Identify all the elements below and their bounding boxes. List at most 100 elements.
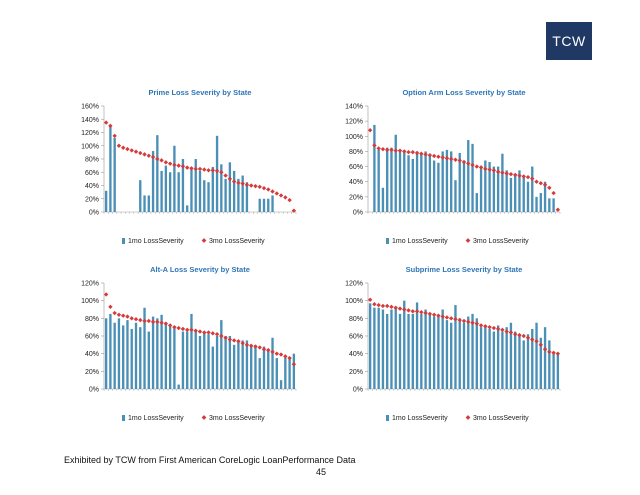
marker-3mo [385,147,390,153]
marker-3mo [227,337,233,342]
marker-3mo [431,153,437,159]
bar-1mo [130,328,133,389]
marker-3mo [116,143,122,148]
marker-3mo [453,317,458,322]
marker-3mo [372,143,377,148]
bar-1mo [437,316,440,389]
marker-3mo [291,362,297,367]
bar-1mo [147,331,150,389]
marker-3mo [517,332,522,338]
marker-3mo [129,316,134,321]
bar-1mo [258,358,261,389]
marker-3mo [155,319,160,325]
legend-label-3mo: 3mo LossSeverity [473,238,529,245]
y-tick-label: 120% [81,281,99,288]
marker-3mo [219,170,224,175]
marker-3mo [449,316,454,321]
bar-1mo [415,151,419,212]
bar-1mo [177,172,180,212]
marker-3mo [414,150,420,156]
marker-3mo [129,148,134,153]
bar-1mo [479,166,483,212]
bar-1mo [496,166,500,212]
marker-3mo [376,302,381,308]
marker-3mo [367,297,373,302]
bar-1mo [454,180,457,212]
marker-3mo [206,330,211,335]
bar-1mo [496,325,500,389]
marker-3mo [244,182,250,188]
bar-1mo [390,147,393,212]
bar-1mo [509,177,513,212]
marker-3mo [521,333,526,339]
marker-3mo [444,315,450,320]
marker-3mo [133,149,139,154]
y-tick-label: 80% [85,157,99,164]
marker-3mo [466,319,471,325]
marker-3mo [508,330,514,335]
y-tick-label: 60% [85,170,99,177]
y-tick-label: 120% [345,119,363,126]
marker-3mo [108,304,113,310]
marker-3mo [172,162,177,168]
bar-1mo [181,159,185,212]
marker-3mo [380,146,386,152]
marker-3mo [470,162,475,168]
bar-1mo [518,336,521,389]
bar-1mo [514,174,517,212]
marker-3mo [483,166,488,172]
bar-1mo [501,153,504,212]
bar-1mo [471,143,474,212]
bar-1mo [228,336,232,389]
marker-3mo [389,147,394,153]
bar-1mo [288,358,291,389]
bar-1mo [271,337,274,389]
marker-3mo [555,351,561,356]
bar-1mo [543,181,547,212]
bar-1mo [164,322,168,389]
bar-1mo [245,182,249,212]
y-tick-label: 140% [345,104,363,111]
marker-3mo [261,347,267,352]
marker-3mo [419,151,424,156]
marker-3mo [410,149,415,155]
bar-1mo [262,346,266,389]
marker-3mo [504,171,509,176]
bar-1mo [224,336,227,389]
bar-1mo [207,182,210,212]
y-tick-label: 100% [345,298,363,305]
bar-1mo [403,151,406,212]
marker-3mo [214,332,220,337]
legend-label-3mo: 3mo LossSeverity [209,415,265,422]
marker-3mo [176,163,181,168]
bar-1mo [232,170,236,212]
bar-1mo [462,160,466,212]
marker-3mo [555,207,561,212]
y-tick-label: 40% [349,351,363,358]
bar-1mo [428,155,432,212]
marker-3mo [474,164,479,169]
bar-1mo [168,325,172,389]
legend-label-3mo: 3mo LossSeverity [209,238,265,245]
marker-3mo [534,339,539,344]
y-tick-label: 20% [85,196,99,203]
y-tick-label: 80% [349,316,363,323]
bar-1mo [211,166,214,212]
y-tick-label: 20% [349,194,363,201]
marker-3mo [487,167,492,172]
marker-3mo [236,339,241,344]
legend-swatch-marker [465,238,471,243]
bar-1mo [535,196,538,212]
bar-1mo [203,331,206,389]
bar-1mo [194,159,197,212]
bar-1mo [505,327,508,389]
y-tick-label: 120% [81,130,99,137]
marker-3mo [159,158,164,163]
bar-1mo [509,322,513,389]
bar-1mo [164,165,168,212]
bar-1mo [467,316,470,389]
marker-3mo [172,324,177,330]
marker-3mo [525,174,531,180]
marker-3mo [206,168,211,173]
bar-1mo [254,344,257,389]
